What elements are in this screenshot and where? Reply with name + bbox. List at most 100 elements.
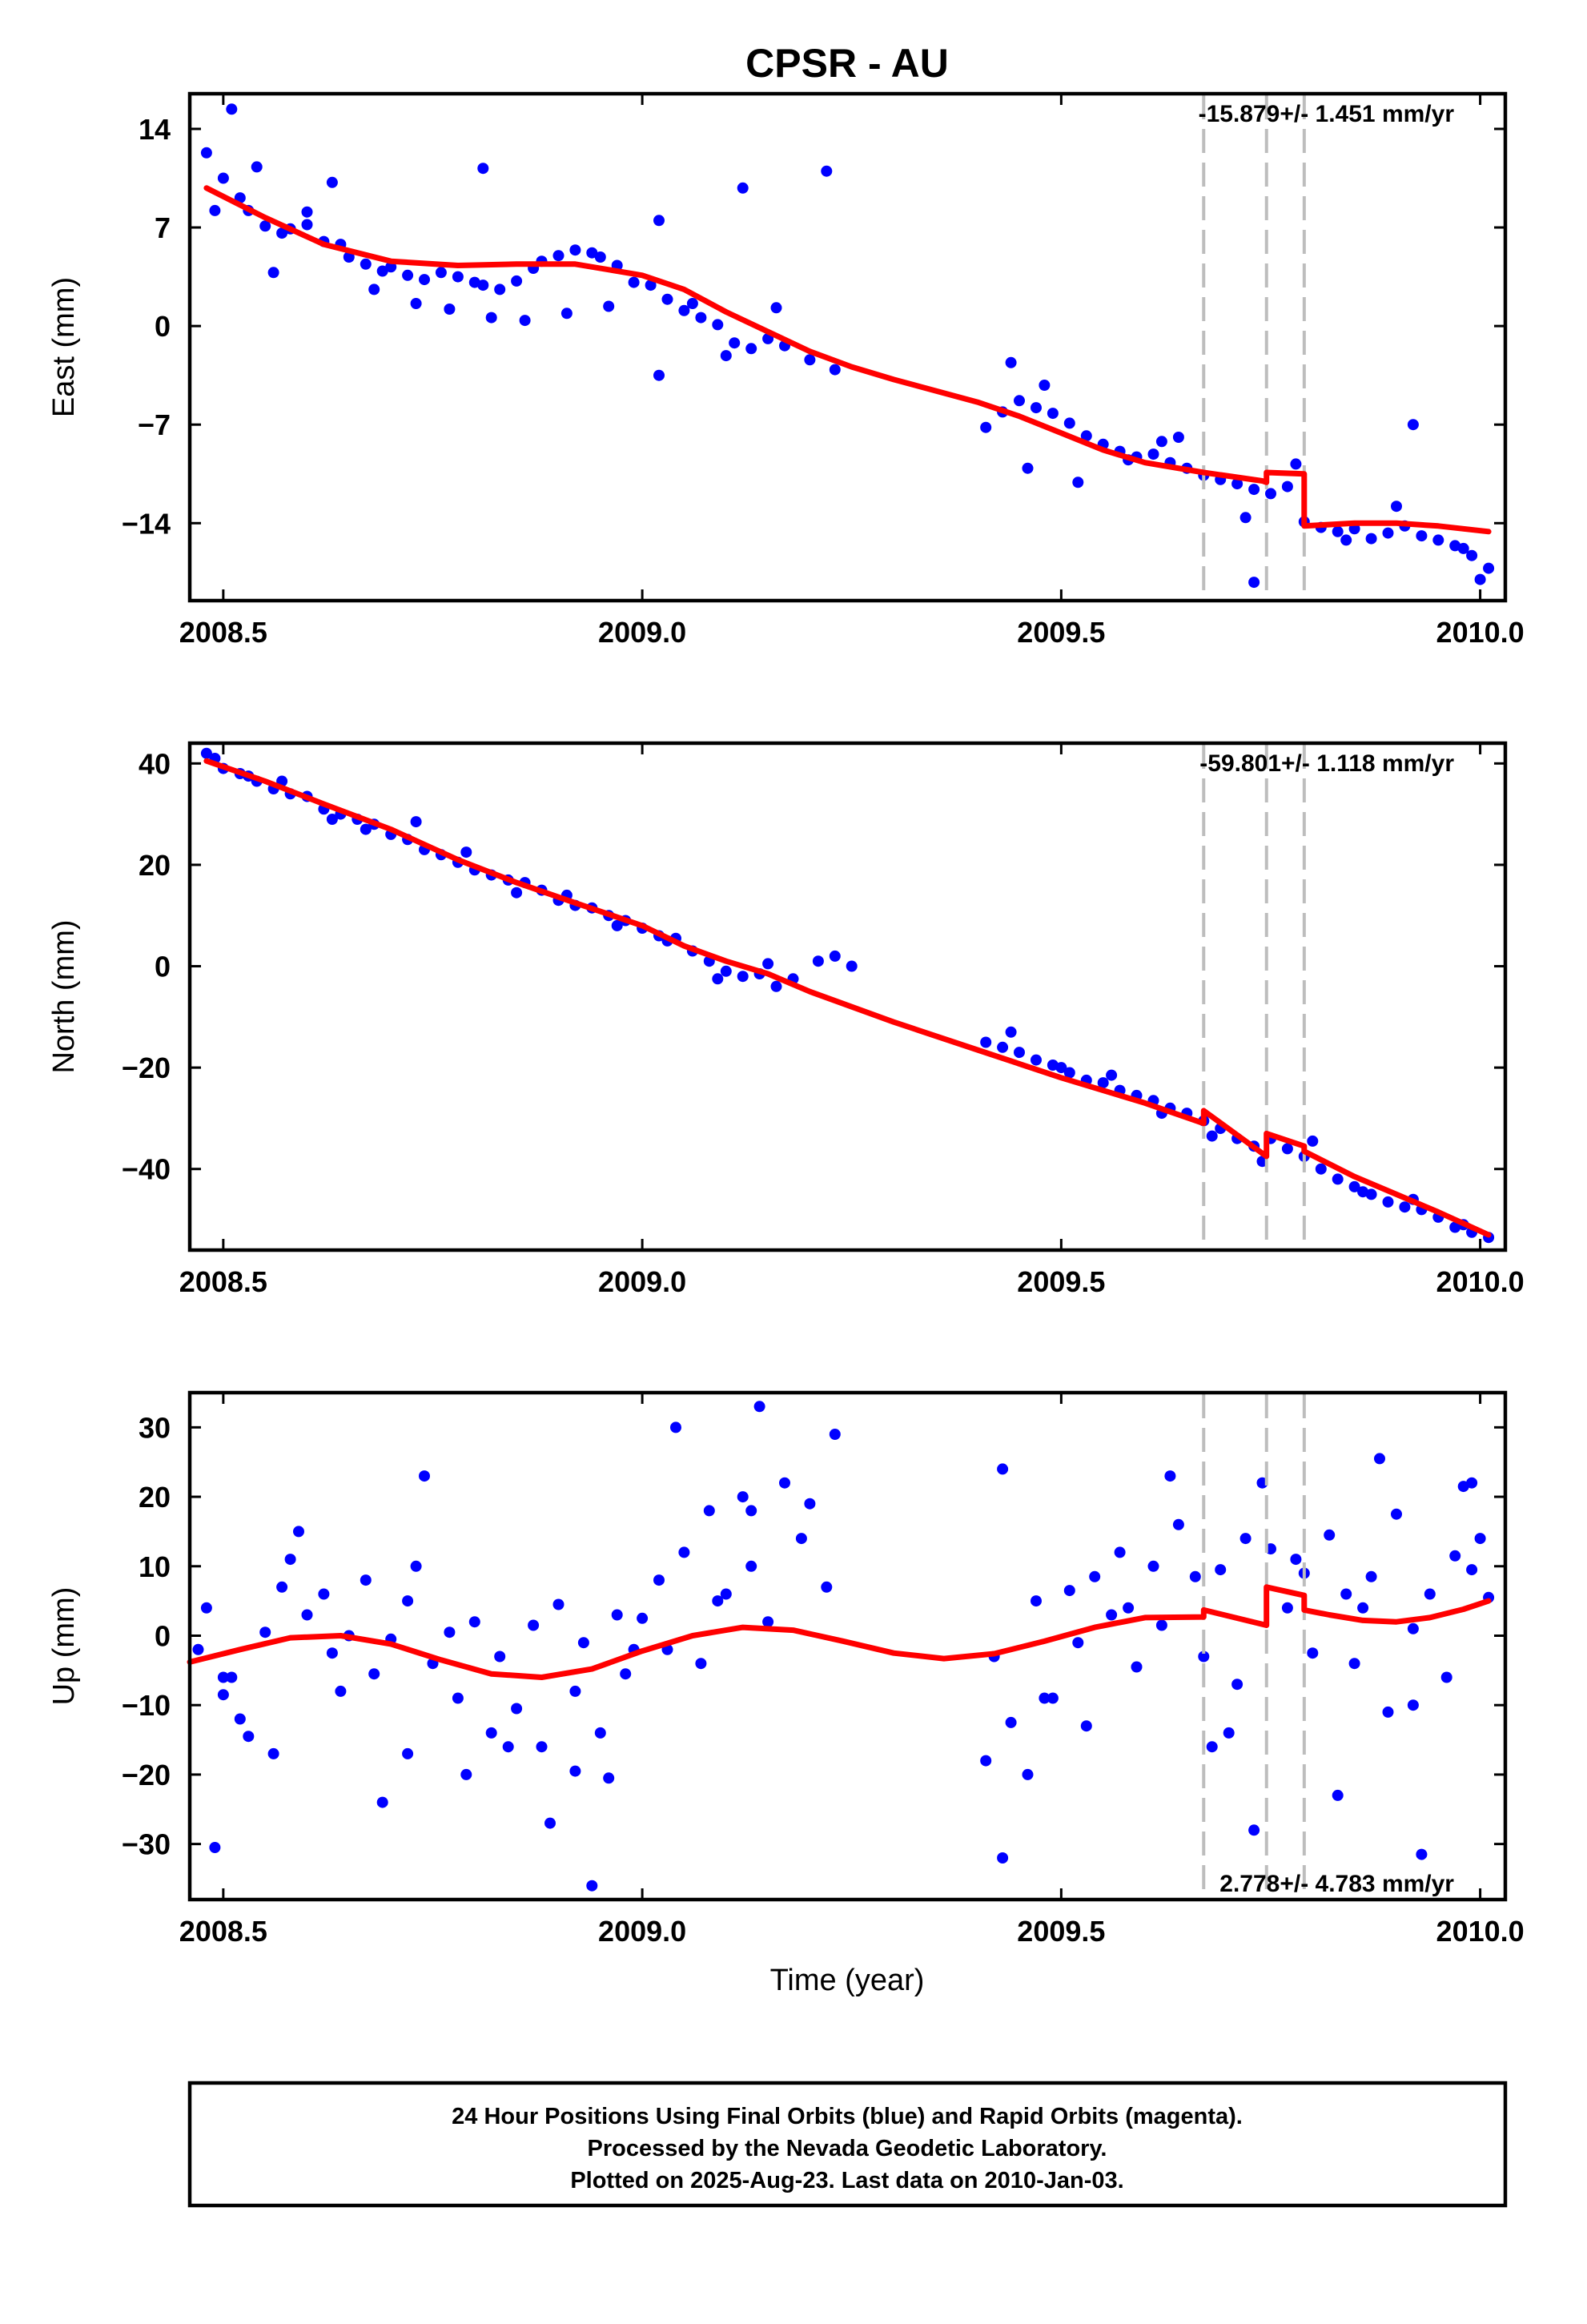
x-axis-label: Time (year) xyxy=(770,1964,925,1997)
east-data-point xyxy=(1432,534,1444,546)
east-data-point xyxy=(661,293,673,305)
east-data-point xyxy=(712,319,724,331)
north-data-point xyxy=(812,955,824,967)
east-x-tick-label: 2010.0 xyxy=(1436,616,1525,649)
east-data-point xyxy=(1063,417,1075,429)
up-x-tick-label: 2009.5 xyxy=(1017,1915,1105,1948)
east-data-point xyxy=(402,269,414,281)
east-data-point xyxy=(477,279,489,292)
east-data-point xyxy=(552,250,564,262)
north-y-tick-label: −40 xyxy=(122,1153,171,1186)
up-data-point xyxy=(301,1609,313,1621)
up-data-point xyxy=(1374,1453,1385,1465)
east-data-point xyxy=(1382,527,1394,539)
up-data-point xyxy=(1332,1789,1344,1801)
east-data-point xyxy=(1005,356,1017,368)
up-data-point xyxy=(745,1560,757,1572)
east-data-point xyxy=(251,161,263,173)
up-y-axis-label: Up (mm) xyxy=(47,1587,81,1706)
up-data-point xyxy=(611,1609,623,1621)
east-data-point xyxy=(410,298,422,309)
east-data-point xyxy=(1014,395,1025,407)
up-data-point xyxy=(402,1595,414,1607)
up-data-point xyxy=(1080,1720,1092,1732)
east-panel: 2008.5 2009.0 2009.5 2010.0 14 7 0 −7 −14 East (m… xyxy=(47,91,1525,649)
north-data-point xyxy=(712,973,724,985)
up-data-point xyxy=(997,1463,1009,1475)
up-data-point xyxy=(1063,1585,1075,1597)
north-data-point xyxy=(829,950,841,962)
east-data-point xyxy=(226,103,238,115)
north-data-point xyxy=(1332,1173,1344,1185)
up-y-tick-label: 30 xyxy=(139,1411,171,1444)
north-data-point xyxy=(1315,1163,1327,1175)
up-data-point xyxy=(267,1747,279,1759)
east-model-line xyxy=(203,185,1492,535)
up-data-point xyxy=(737,1491,749,1503)
north-data-point xyxy=(1055,1062,1067,1074)
east-data-point xyxy=(259,220,271,232)
up-data-point xyxy=(1248,1824,1260,1836)
up-data-point xyxy=(997,1852,1009,1864)
east-data-point xyxy=(1147,448,1159,460)
up-data-point xyxy=(1215,1564,1227,1576)
north-data-point xyxy=(200,747,212,759)
east-data-point xyxy=(1155,436,1167,448)
up-data-point xyxy=(1155,1619,1167,1631)
up-data-point xyxy=(1147,1560,1159,1572)
up-data-point xyxy=(511,1703,523,1715)
up-data-point xyxy=(1407,1699,1419,1711)
east-data-point xyxy=(376,265,388,277)
up-data-point xyxy=(460,1768,472,1780)
east-data-point xyxy=(435,267,447,279)
east-data-point xyxy=(419,274,430,286)
up-points xyxy=(192,1401,1495,1892)
up-data-point xyxy=(653,1574,665,1586)
up-data-point xyxy=(293,1526,304,1538)
east-data-point xyxy=(594,251,606,263)
east-data-point xyxy=(729,337,741,349)
east-data-point xyxy=(494,283,506,296)
up-data-point xyxy=(603,1772,615,1784)
up-data-point xyxy=(569,1765,581,1777)
up-data-point xyxy=(402,1747,414,1759)
north-data-point xyxy=(1307,1135,1319,1147)
east-data-point xyxy=(1248,577,1260,589)
up-data-point xyxy=(276,1581,288,1593)
up-data-point xyxy=(376,1796,388,1808)
up-data-point xyxy=(586,1880,598,1892)
up-panel: 2008.5 2009.0 2009.5 2010.0 30 20 10 0 −10 −20 −30… xyxy=(47,1390,1525,1948)
chart-title: CPSR - AU xyxy=(745,41,949,86)
north-rate-label: -59.801+/- 1.118 mm/yr xyxy=(1199,750,1454,777)
east-data-point xyxy=(1474,573,1486,585)
east-data-point xyxy=(1457,542,1469,554)
up-data-point xyxy=(1031,1595,1042,1607)
east-data-point xyxy=(1483,562,1495,574)
up-data-point xyxy=(1348,1658,1360,1670)
up-data-point xyxy=(452,1692,464,1704)
up-data-point xyxy=(234,1713,246,1725)
up-data-point xyxy=(1382,1706,1394,1718)
east-data-point xyxy=(1172,432,1184,443)
north-data-point xyxy=(737,971,749,983)
up-data-point xyxy=(368,1668,380,1680)
east-data-point xyxy=(1340,534,1352,546)
east-data-point xyxy=(1039,380,1051,391)
north-x-tick-label: 2008.5 xyxy=(179,1265,267,1298)
east-y-tick-label: 14 xyxy=(139,113,171,146)
east-data-point xyxy=(511,275,523,287)
up-data-point xyxy=(1206,1741,1218,1753)
north-data-point xyxy=(1365,1188,1377,1200)
east-data-point xyxy=(770,302,782,314)
up-data-point xyxy=(594,1727,606,1739)
up-y-tick-label: −30 xyxy=(122,1828,171,1861)
up-data-point xyxy=(1324,1529,1336,1541)
east-data-point xyxy=(301,219,313,231)
east-data-point xyxy=(217,172,229,184)
east-data-point xyxy=(628,276,640,288)
north-data-point xyxy=(1281,1143,1293,1155)
up-data-point xyxy=(1365,1570,1377,1582)
north-data-point xyxy=(1106,1069,1118,1081)
north-data-point xyxy=(762,958,774,970)
